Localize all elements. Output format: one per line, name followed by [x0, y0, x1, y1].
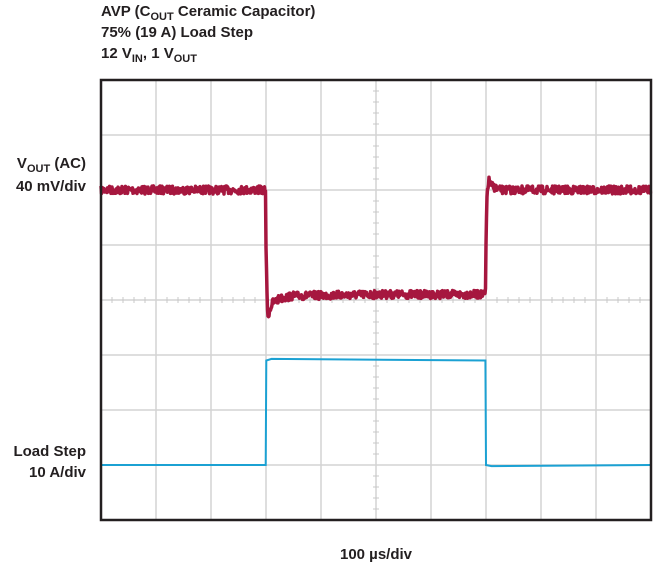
title-text: 12 V: [101, 45, 132, 62]
title-text: , 1 V: [142, 45, 174, 62]
channel-2-label: Load Step: [13, 443, 86, 460]
channel-1-scale: 40 mV/div: [15, 178, 86, 195]
title-text: Ceramic Capacitor): [173, 3, 316, 20]
title-subscript: OUT: [173, 53, 197, 65]
title-subscript: OUT: [150, 11, 174, 23]
plot-border: [99, 78, 653, 522]
chart-title-line-2: 75% (19 A) Load Step: [101, 24, 253, 41]
title-text: AVP (C: [101, 3, 151, 20]
x-axis-label: 100 µs/div: [339, 546, 413, 563]
channel-2-scale: 10 A/div: [29, 464, 86, 481]
trace-load-step: [101, 357, 652, 468]
trace-vout: [99, 175, 653, 319]
label-subscript: OUT: [26, 163, 51, 175]
label-text: (AC): [50, 155, 86, 172]
chart-title-line-1: AVP (COUT Ceramic Capacitor): [101, 3, 316, 23]
channel-1-label: VOUT (AC): [16, 155, 86, 175]
label-text: V: [16, 155, 27, 172]
chart-title-line-3: 12 VIN, 1 VOUT: [101, 45, 197, 65]
title-subscript: IN: [131, 53, 143, 65]
